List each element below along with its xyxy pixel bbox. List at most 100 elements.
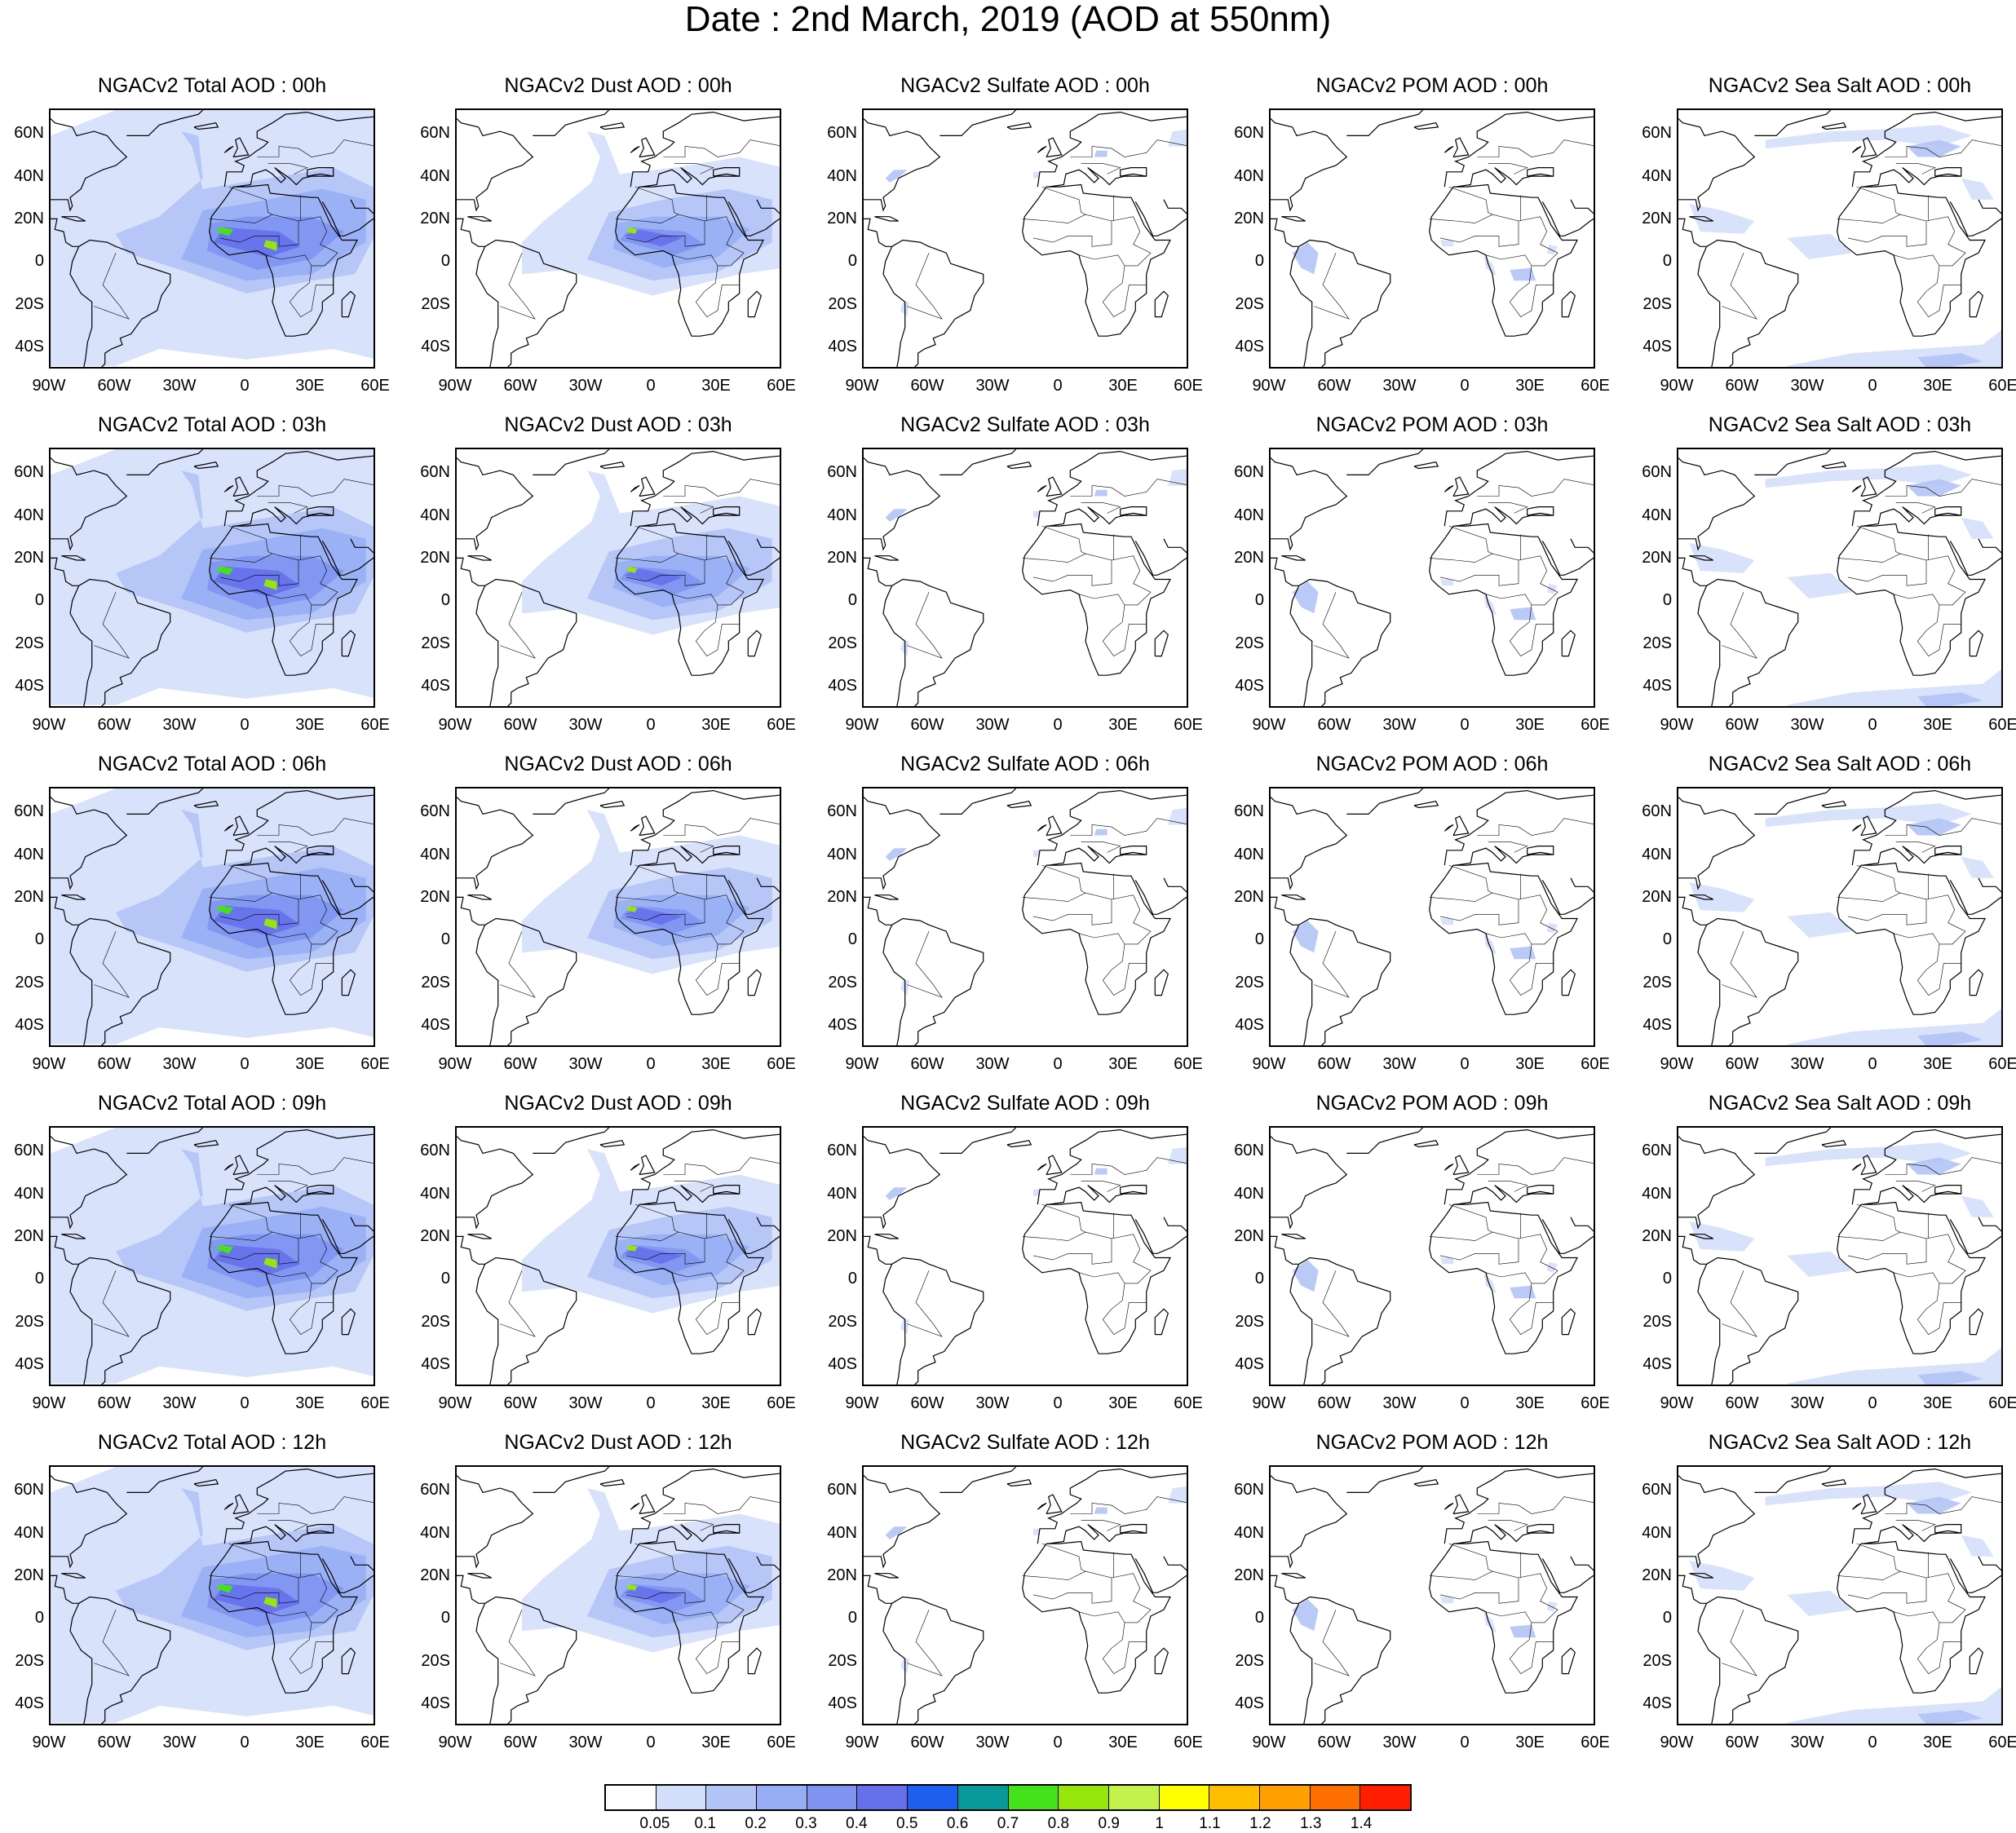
country-border — [1485, 254, 1554, 317]
coastline — [321, 538, 374, 576]
lat-tick-label: 0 — [1662, 1609, 1672, 1628]
aod-contour — [1510, 946, 1536, 960]
panel-title: NGACv2 Sulfate AOD : 00h — [900, 74, 1150, 97]
colorbar-swatch — [1360, 1786, 1410, 1809]
lon-tick-label: 0 — [1460, 1734, 1470, 1751]
country-border — [1518, 1573, 1558, 1623]
map-canvas — [864, 788, 1187, 1045]
country-border — [265, 1272, 334, 1335]
coastline — [223, 1468, 374, 1544]
coastline — [1689, 1573, 1713, 1579]
colorbar-tick-label: 1.4 — [1350, 1815, 1373, 1832]
lon-tick-label: 0 — [1460, 1055, 1470, 1073]
lat-tick-label: 40S — [1235, 1694, 1264, 1712]
lon-tick-label: 60W — [503, 1734, 537, 1751]
lat-tick-label: 40S — [421, 676, 450, 695]
coastline — [51, 896, 79, 925]
coastline — [1697, 246, 1721, 367]
aod-contour — [1765, 803, 1972, 828]
map-panel-total — [49, 1126, 375, 1386]
map-canvas — [1271, 110, 1594, 367]
aod-contour — [626, 1244, 638, 1252]
coastline — [747, 629, 762, 657]
map-panel-sulfate — [862, 1465, 1188, 1725]
country-border — [94, 253, 130, 320]
colorbar-swatch — [1059, 1786, 1109, 1809]
lat-tick-label: 20S — [421, 294, 450, 313]
coastline — [321, 1217, 374, 1254]
lat-tick-label: 20S — [828, 1651, 857, 1670]
coastline — [1048, 846, 1147, 866]
coastline — [126, 449, 204, 475]
coastline — [1154, 1308, 1169, 1336]
lon-tick-label: 30E — [1923, 377, 1952, 395]
panel-title: NGACv2 POM AOD : 03h — [1315, 413, 1549, 436]
country-border — [674, 1520, 714, 1531]
lon-tick-label: 30E — [295, 716, 325, 734]
coastline — [639, 815, 656, 837]
aod-contour — [1094, 150, 1107, 157]
colorbar-tick-label: 0.8 — [1047, 1815, 1070, 1832]
coastline — [533, 449, 610, 475]
coastline — [864, 457, 941, 551]
country-border — [257, 1157, 374, 1175]
country-border — [634, 186, 679, 215]
aod-contour — [1510, 1285, 1536, 1299]
lat-tick-label: 0 — [1662, 1270, 1672, 1288]
coastline — [1154, 290, 1169, 318]
coastline — [713, 506, 741, 516]
lat-tick-label: 0 — [847, 930, 857, 949]
country-border — [1722, 253, 1757, 320]
lon-tick-label: 60W — [1725, 377, 1759, 395]
lat-tick-label: 60N — [1234, 124, 1264, 143]
coastline — [78, 578, 171, 706]
coastline — [232, 476, 250, 497]
lat-tick-label: 20S — [828, 973, 857, 992]
map-panel-total — [49, 448, 375, 708]
aod-contour — [1033, 1528, 1040, 1535]
map-canvas — [457, 788, 780, 1045]
map-canvas — [1271, 449, 1594, 706]
aod-contour — [1961, 1195, 1994, 1217]
country-border — [1429, 214, 1519, 247]
country-border — [1485, 1611, 1554, 1674]
coastline — [1154, 969, 1169, 996]
lon-tick-label: 0 — [1460, 716, 1470, 734]
lon-tick-label: 30E — [1108, 1055, 1138, 1073]
coastline — [1851, 450, 2001, 527]
country-border — [1856, 186, 1901, 215]
coastline — [882, 246, 906, 367]
lon-tick-label: 30E — [1108, 1734, 1138, 1751]
country-border — [257, 1496, 374, 1514]
coastline — [78, 1596, 171, 1724]
coastline — [1271, 896, 1299, 925]
lat-tick-label: 40N — [420, 1184, 450, 1203]
map-panel-seasalt — [1677, 1465, 2003, 1725]
coastline — [599, 122, 626, 130]
coastline — [1934, 1523, 1962, 1534]
lon-tick-label: 30W — [162, 1394, 197, 1412]
country-border — [1518, 555, 1558, 606]
country-border — [1837, 1570, 1927, 1604]
aod-contour — [1546, 1261, 1558, 1273]
coastline — [1837, 1540, 1986, 1694]
aod-contour — [1765, 464, 1972, 488]
lon-tick-label: 0 — [1053, 716, 1063, 734]
lon-tick-label: 90W — [1252, 1734, 1286, 1751]
panel-title: NGACv2 Dust AOD : 00h — [504, 74, 732, 97]
country-border — [1477, 818, 1594, 836]
map-canvas — [1271, 788, 1594, 1045]
coastline — [1046, 476, 1063, 497]
coastline — [1689, 894, 1713, 900]
coastline — [615, 1540, 764, 1694]
aod-contour — [1440, 1257, 1453, 1265]
coastline — [232, 137, 250, 158]
coastline — [1037, 111, 1187, 188]
country-border — [1885, 479, 2001, 497]
panel-title: NGACv2 Dust AOD : 09h — [504, 1092, 732, 1115]
country-border — [265, 1611, 334, 1674]
coastline — [1037, 145, 1047, 153]
lat-tick-label: 40S — [421, 1015, 450, 1034]
lon-tick-label: 0 — [646, 1394, 656, 1412]
lon-tick-label: 60E — [1581, 1055, 1610, 1073]
